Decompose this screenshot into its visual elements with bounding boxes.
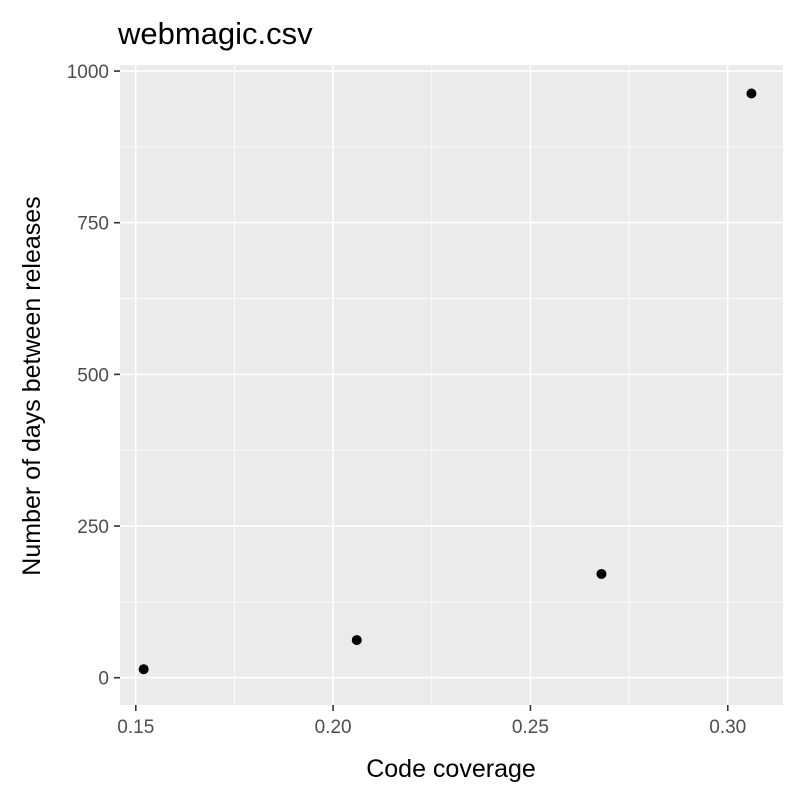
minor-gridlines: [120, 65, 783, 705]
data-points: [138, 88, 757, 675]
data-point: [351, 635, 362, 646]
y-axis-title: Number of days between releases: [18, 196, 46, 575]
x-tick-label: 0.25: [512, 717, 549, 738]
chart-title: webmagic.csv: [117, 16, 313, 51]
data-point: [596, 568, 607, 579]
x-tick-label: 0.15: [117, 717, 154, 738]
x-tick-label: 0.30: [709, 717, 746, 738]
y-tick-label: 0: [98, 669, 109, 690]
major-gridlines: [120, 65, 783, 705]
x-tick-label: 0.20: [315, 717, 352, 738]
x-axis: 0.15 0.20 0.25 0.30: [117, 705, 746, 738]
plot-panel: [120, 65, 783, 705]
y-tick-label: 500: [77, 365, 109, 386]
data-point: [746, 88, 757, 99]
x-axis-title: Code coverage: [366, 755, 536, 783]
y-tick-label: 1000: [67, 62, 109, 83]
data-point: [138, 664, 149, 675]
y-tick-label: 750: [77, 214, 109, 235]
y-tick-label: 250: [77, 517, 109, 538]
y-axis: 0 250 500 750 1000: [67, 62, 120, 690]
